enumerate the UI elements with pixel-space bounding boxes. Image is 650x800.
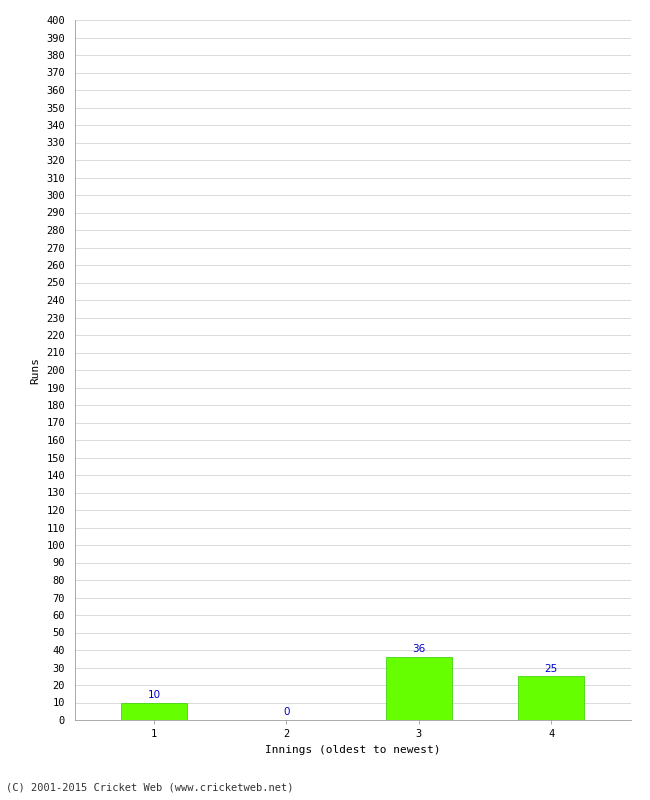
Bar [518,676,584,720]
Bar [121,702,187,720]
Y-axis label: Runs: Runs [31,357,41,383]
Text: 10: 10 [148,690,161,700]
Text: 36: 36 [412,644,425,654]
X-axis label: Innings (oldest to newest): Innings (oldest to newest) [265,745,441,754]
Text: 0: 0 [283,707,290,718]
Bar [385,657,452,720]
Text: (C) 2001-2015 Cricket Web (www.cricketweb.net): (C) 2001-2015 Cricket Web (www.cricketwe… [6,782,294,792]
Text: 25: 25 [545,664,558,674]
